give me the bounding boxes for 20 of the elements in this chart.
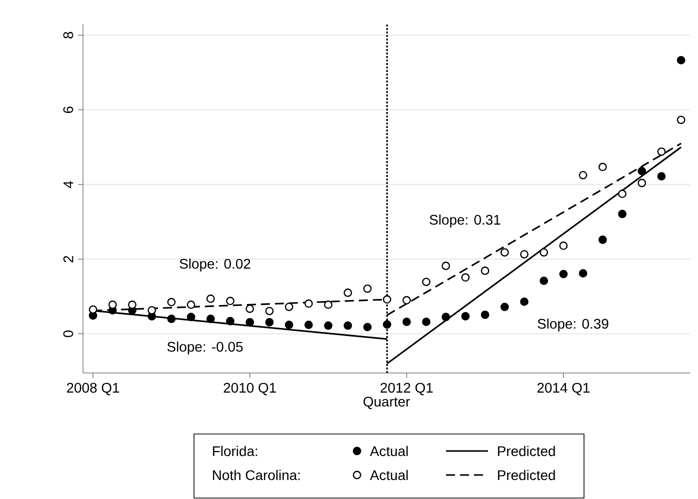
x-axis-title: Quarter [364,396,410,410]
y-tick-label: 2 [63,256,74,262]
annotation: Slope: -0.05 [167,341,243,354]
annotation: Slope: 0.02 [180,258,250,272]
legend-label: Actual [370,446,408,456]
y-tick-label: 4 [64,181,74,188]
y-tick-label: 0 [63,330,74,338]
legend-label: Predicted [498,470,555,480]
annotation: Slope: 0.31 [430,214,500,228]
x-tick-label: 2010 Q1 [224,382,276,396]
legend-label: Actual [370,470,408,480]
legend-label: Predicted [498,446,555,456]
y-tick-label: 8 [63,32,74,38]
x-tick-label: 2008 Q1 [66,382,120,396]
x-tick-label: 2014 Q1 [537,382,590,396]
text: Noth Carolina: [212,470,300,480]
annotation: Slope: 0.39 [538,318,608,332]
text: Florida: [212,446,258,456]
y-tick-label: 6 [63,106,74,114]
x-tick-label: 2012 Q1 [380,382,433,396]
